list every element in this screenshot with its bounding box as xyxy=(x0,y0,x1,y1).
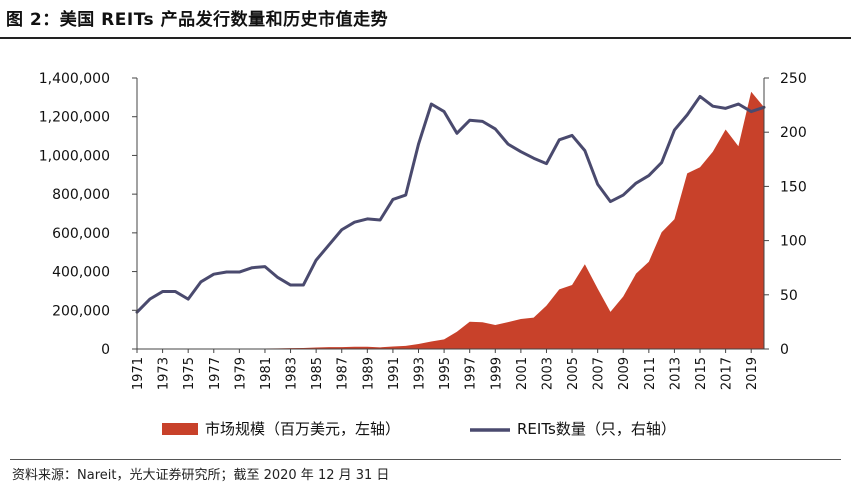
left-tick-label: 600,000 xyxy=(52,226,110,242)
right-tick-label: 250 xyxy=(780,71,807,87)
x-tick-label: 1983 xyxy=(285,357,300,390)
x-tick-label: 1993 xyxy=(413,357,428,390)
reits-chart: 0 200,000 400,000 600,000 800,000 1,000,000 1,… xyxy=(39,71,807,438)
left-tick-label: 0 xyxy=(101,342,110,358)
x-tick-label: 2009 xyxy=(617,357,632,390)
x-tick-label: 2011 xyxy=(643,357,658,390)
x-tick-label: 1997 xyxy=(464,357,479,390)
right-tick-label: 150 xyxy=(780,179,807,195)
axis-layer: 0 200,000 400,000 600,000 800,000 1,000,000 1,… xyxy=(39,71,807,390)
x-tick-label: 1971 xyxy=(131,357,146,390)
x-tick-label: 2005 xyxy=(566,357,581,390)
x-tick-label: 1999 xyxy=(489,357,504,390)
x-tick-label: 2003 xyxy=(540,357,555,390)
x-tick-label: 1985 xyxy=(310,357,325,390)
right-tick-label: 0 xyxy=(780,342,789,358)
chart-title: 图 2：美国 REITs 产品发行数量和历史市值走势 xyxy=(6,10,389,30)
x-tick-label: 1987 xyxy=(336,357,351,390)
x-tick-label: 1989 xyxy=(361,357,376,390)
x-tick-label: 2017 xyxy=(720,357,735,390)
x-tick-label: 1977 xyxy=(208,357,223,390)
market-cap-area xyxy=(137,91,764,349)
right-tick-label: 100 xyxy=(780,234,807,250)
x-tick-label: 1979 xyxy=(233,357,248,390)
x-tick-label: 2013 xyxy=(668,357,683,390)
left-tick-label: 1,000,000 xyxy=(39,148,110,164)
area-layer xyxy=(137,91,764,349)
legend-label-area: 市场规模（百万美元，左轴） xyxy=(205,420,400,438)
line-layer xyxy=(135,94,766,314)
x-tick-label: 1995 xyxy=(438,357,453,390)
left-tick-label: 400,000 xyxy=(52,265,110,281)
x-tick-label: 1981 xyxy=(259,357,274,390)
left-tick-label: 1,400,000 xyxy=(39,71,110,87)
footer-divider xyxy=(10,459,841,460)
x-tick-label: 1991 xyxy=(387,357,402,390)
x-tick-label: 2015 xyxy=(694,357,709,390)
right-tick-label: 200 xyxy=(780,125,807,141)
title-divider xyxy=(0,37,851,39)
source-note: 资料来源：Nareit，光大证券研究所；截至 2020 年 12 月 31 日 xyxy=(12,468,390,483)
x-tick-label: 2001 xyxy=(515,357,530,390)
left-tick-label: 200,000 xyxy=(52,303,110,319)
x-tick-label: 2007 xyxy=(592,357,607,390)
right-tick-label: 50 xyxy=(780,288,798,304)
legend-label-line: REITs数量（只，右轴） xyxy=(517,420,676,438)
legend-swatch-area xyxy=(162,423,198,435)
x-tick-label: 1975 xyxy=(182,357,197,390)
left-tick-label: 800,000 xyxy=(52,187,110,203)
x-tick-label: 1973 xyxy=(157,357,172,390)
x-tick-label: 2019 xyxy=(745,357,760,390)
reits-count-line xyxy=(135,94,766,314)
left-tick-label: 1,200,000 xyxy=(39,110,110,126)
legend: 市场规模（百万美元，左轴） REITs数量（只，右轴） xyxy=(162,420,676,438)
